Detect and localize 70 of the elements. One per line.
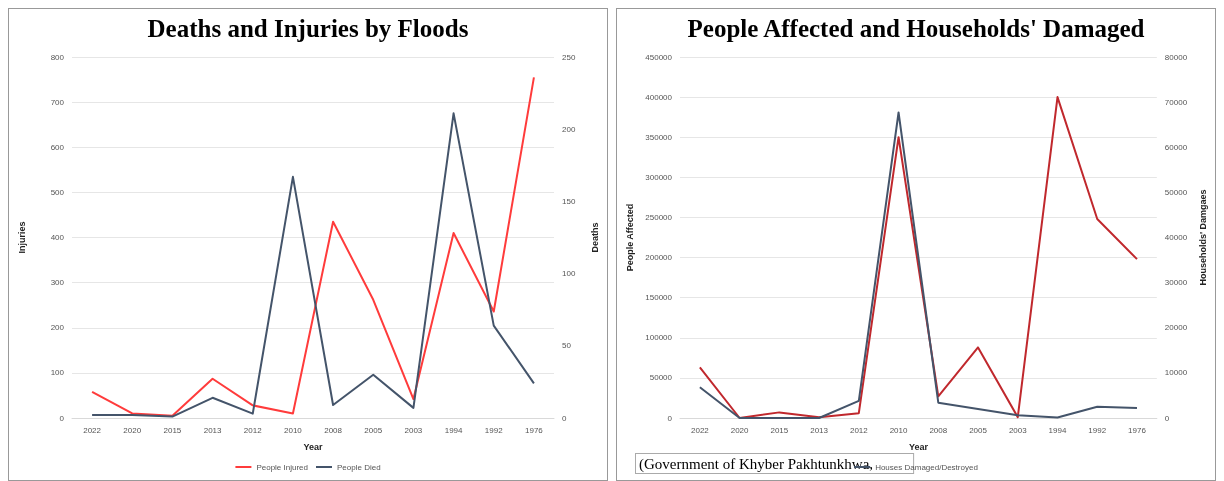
y2-tick-label: 40000 — [1164, 233, 1188, 242]
y-tick-label: 100 — [50, 368, 65, 378]
x-tick-label: 2010 — [889, 425, 909, 435]
legend-label: People Died — [337, 462, 381, 472]
x-tick-label: 2013 — [203, 425, 223, 435]
text: (Government of Khyber Pakhtunkhwa, — [639, 455, 874, 473]
x-tick-label: 2013 — [810, 425, 829, 435]
y-tick-label: 300000 — [645, 172, 673, 182]
y2-tick-label: 50000 — [1164, 187, 1188, 197]
y2-axis-title: Deaths — [589, 222, 600, 253]
y2-tick-label: 30000 — [1164, 278, 1188, 288]
x-axis-title: Year — [303, 441, 323, 452]
x-tick-label: 2010 — [284, 425, 303, 435]
x-tick-label: 2003 — [1008, 425, 1028, 435]
x-tick-label: 1976 — [525, 425, 544, 435]
y-tick-label: 350000 — [645, 132, 673, 142]
x-tick-label: 2022 — [690, 425, 710, 435]
y2-tick-label: 60000 — [1164, 142, 1188, 152]
y2-tick-label: 0 — [1164, 413, 1170, 423]
y-tick-label: 50000 — [649, 373, 673, 383]
y-tick-label: 400000 — [645, 92, 673, 102]
y-tick-label: 250000 — [645, 212, 673, 222]
y-tick-label: 0 — [667, 413, 673, 423]
chart-title: People Affected and Households' Damaged — [687, 15, 1145, 42]
legend-label: Houses Damaged/Destroyed — [875, 462, 978, 472]
y-tick-label: 0 — [59, 413, 65, 423]
chart-title: Deaths and Injuries by Floods — [147, 15, 469, 42]
y2-tick-label: 70000 — [1164, 97, 1188, 107]
y-tick-label: 400 — [50, 233, 65, 242]
y-tick-label: 700 — [50, 97, 65, 107]
y2-tick-label: 50 — [562, 341, 572, 351]
y-tick-label: 300 — [50, 278, 65, 288]
y-tick-label: 800 — [50, 52, 65, 62]
y2-tick-label: 250 — [562, 52, 576, 62]
y2-tick-label: 100 — [562, 269, 576, 279]
x-tick-label: 1992 — [484, 425, 504, 435]
x-tick-label: 2015 — [163, 425, 182, 435]
y-tick-label: 450000 — [645, 52, 673, 62]
x-tick-label: 1976 — [1128, 425, 1147, 435]
x-axis-title: Year — [908, 441, 929, 452]
y2-tick-label: 10000 — [1164, 368, 1188, 378]
x-tick-label: 1992 — [1088, 425, 1107, 435]
y-tick-label: 100000 — [645, 333, 673, 343]
x-tick-label: 2008 — [929, 425, 948, 435]
y-tick-label: 200 — [50, 323, 65, 333]
x-tick-label: 2022 — [83, 425, 102, 435]
y2-tick-label: 150 — [562, 196, 576, 206]
y2-axis-title: Households' Damgaes — [1197, 189, 1208, 286]
y2-tick-label: 200 — [562, 124, 576, 134]
x-tick-label: 2020 — [123, 425, 142, 435]
y-tick-label: 600 — [50, 142, 65, 152]
y2-tick-label: 20000 — [1164, 323, 1188, 333]
x-tick-label: 2020 — [730, 425, 750, 435]
x-tick-label: 2012 — [243, 425, 263, 435]
y2-tick-label: 0 — [562, 413, 567, 423]
x-tick-label: 2003 — [404, 425, 423, 435]
y-tick-label: 150000 — [645, 293, 673, 303]
x-tick-label: 2005 — [969, 425, 988, 435]
y-axis-title: People Affected — [624, 203, 635, 272]
legend-label: People Injured — [256, 462, 308, 472]
x-tick-label: 2005 — [364, 425, 383, 435]
x-tick-label: 1994 — [1048, 425, 1067, 435]
x-tick-label: 2008 — [324, 425, 343, 435]
x-tick-label: 1994 — [444, 425, 464, 435]
x-tick-label: 2015 — [770, 425, 789, 435]
y-axis-title: Injuries — [16, 221, 27, 254]
y-tick-label: 200000 — [645, 253, 673, 263]
y-tick-label: 500 — [50, 187, 65, 197]
x-tick-label: 2012 — [849, 425, 869, 435]
y2-tick-label: 80000 — [1164, 52, 1188, 62]
